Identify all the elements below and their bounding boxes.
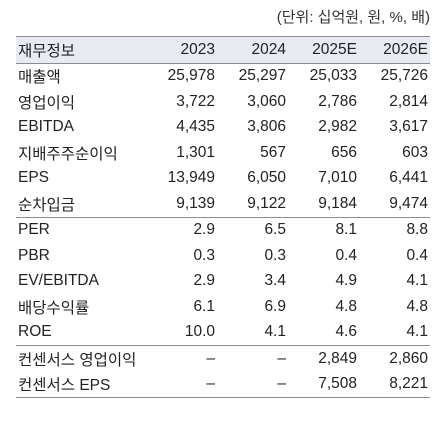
header-year: 2026E <box>359 36 430 64</box>
cell-value: 2,849 <box>288 345 359 372</box>
row-label: EPS <box>18 169 50 187</box>
table-row: EBITDA 4,435 3,806 2,982 3,617 <box>16 115 430 141</box>
cell-value: 10.0 <box>184 323 215 341</box>
table-row: EPS 13,949 6,050 7,010 6,441 <box>16 166 430 192</box>
row-label: 컨센서스 EPS <box>16 371 146 398</box>
row-label: 배당수익률 <box>18 299 90 317</box>
header-year: 2024 <box>217 36 288 64</box>
table-row: 매출액 25,978 25,297 25,033 25,726 <box>16 63 430 89</box>
cell-value: 2,814 <box>389 92 428 110</box>
cell-value: 6,441 <box>389 169 428 187</box>
cell-value: 9,474 <box>389 194 428 212</box>
cell-value: 25,297 <box>238 67 286 85</box>
table-row: PBR 0.3 0.3 0.4 0.4 <box>16 243 430 269</box>
cell-value: 3,806 <box>247 118 286 136</box>
table-row: 배당수익률 6.1 6.9 4.8 4.8 <box>16 294 430 320</box>
row-label: 영업이익 <box>18 94 76 112</box>
cell-value: 0.3 <box>264 246 286 264</box>
table-row: 컨센서스 EPS – –7,508 8,221 <box>16 371 430 398</box>
cell-value: 8.8 <box>359 216 430 243</box>
cell-value: 0.3 <box>193 246 215 264</box>
cell-value: 7,010 <box>318 169 357 187</box>
table-row: EV/EBITDA 2.9 3.4 4.9 4.1 <box>16 269 430 295</box>
row-label: EV/EBITDA <box>18 272 99 290</box>
cell-value: 6.9 <box>264 297 286 315</box>
cell-value: 0.4 <box>335 246 357 264</box>
cell-value: – <box>217 345 288 372</box>
cell-value: 3.4 <box>264 272 286 290</box>
cell-value: 2,860 <box>359 345 430 372</box>
row-label: PER <box>16 216 146 243</box>
cell-value: 4.1 <box>264 323 286 341</box>
cell-value: 4.9 <box>335 272 357 290</box>
header-year: 2023 <box>146 36 217 64</box>
table-body: 매출액 25,978 25,297 25,033 25,726 영업이익 3,722 3,06… <box>16 63 430 398</box>
cell-value: 4.1 <box>406 272 428 290</box>
cell-value: 2.9 <box>146 216 217 243</box>
cell-value: 25,726 <box>380 67 428 85</box>
cell-value: – <box>146 371 217 398</box>
table-row: 영업이익 3,722 3,060 2,786 2,814 <box>16 89 430 115</box>
table-row: ROE 10.0 4.1 4.6 4.1 <box>16 320 430 346</box>
cell-value: 6.1 <box>193 297 215 315</box>
cell-value: 3,722 <box>176 92 215 110</box>
row-label: 순차입금 <box>18 196 76 214</box>
cell-value: 2,982 <box>318 118 357 136</box>
cell-value: 6.5 <box>217 216 288 243</box>
table-row: 지배주주순이익 1,301 567 656 603 <box>16 140 430 166</box>
row-label: 매출액 <box>18 69 61 87</box>
cell-value: 4.6 <box>335 323 357 341</box>
cell-value: 8,221 <box>359 371 430 398</box>
table-row: 순차입금 9,139 9,122 9,184 9,474 <box>16 191 430 217</box>
row-label: 컨센서스 영업이익 <box>16 345 146 372</box>
cell-value: 4.8 <box>406 297 428 315</box>
row-label: PBR <box>18 246 50 264</box>
header-label: 재무정보 <box>16 36 146 64</box>
row-label: 지배주주순이익 <box>18 145 118 163</box>
header-year: 2025E <box>288 36 359 64</box>
cell-value: 4.1 <box>406 323 428 341</box>
unit-note: (단위: 십억원, 원, %, 배) <box>276 9 430 26</box>
row-label: EBITDA <box>18 118 74 136</box>
cell-value: 3,060 <box>247 92 286 110</box>
cell-value: 9,184 <box>318 194 357 212</box>
cell-value: 0.4 <box>406 246 428 264</box>
cell-value: 13,949 <box>167 169 215 187</box>
cell-value: – <box>146 345 217 372</box>
cell-value: 8.1 <box>288 216 359 243</box>
cell-value: – <box>217 371 288 398</box>
cell-value: 1,301 <box>176 143 215 161</box>
cell-value: 4,435 <box>176 118 215 136</box>
cell-value: 9,122 <box>247 194 286 212</box>
cell-value: 4.8 <box>335 297 357 315</box>
cell-value: 25,033 <box>309 67 357 85</box>
cell-value: 3,617 <box>389 118 428 136</box>
table-header-row: 재무정보 2023 2024 2025E 2026E <box>16 36 430 64</box>
cell-value: 2,786 <box>318 92 357 110</box>
cell-value: 603 <box>402 143 428 161</box>
financial-table: 재무정보 2023 2024 2025E 2026E 매출액 25,978 25,2… <box>16 36 430 398</box>
cell-value: 2.9 <box>193 272 215 290</box>
cell-value: 7,508 <box>288 371 359 398</box>
table-row: PER 2.9 6.5 8.1 8.8 <box>16 216 430 243</box>
cell-value: 9,139 <box>176 194 215 212</box>
row-label: ROE <box>18 323 52 341</box>
cell-value: 6,050 <box>247 169 286 187</box>
cell-value: 567 <box>260 143 286 161</box>
cell-value: 656 <box>331 143 357 161</box>
cell-value: 25,978 <box>167 67 215 85</box>
table-row: 컨센서스 영업이익 – –2,849 2,860 <box>16 345 430 372</box>
